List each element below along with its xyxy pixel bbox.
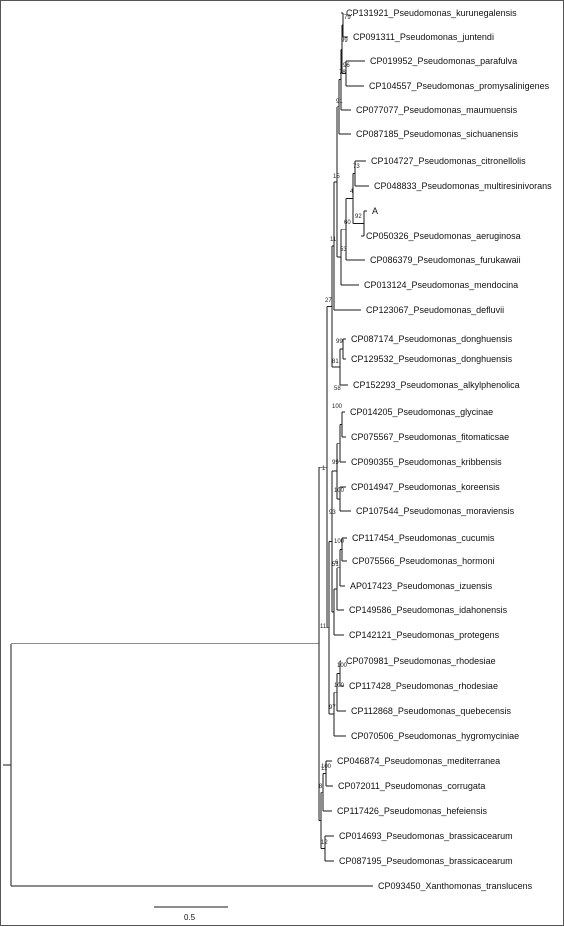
leaf-label: CP050326_Pseudomonas_aeruginosa [366,231,521,241]
support-value: 91 [336,99,343,105]
support-value: 53 [340,247,347,253]
leaf-label: CP087174_Pseudomonas_donghuensis [351,334,513,344]
leaf-label: CP087185_Pseudomonas_sichuanensis [356,129,519,139]
leaf-label: AP017423_Pseudomonas_izuensis [350,581,493,591]
leaf-label: CP086379_Pseudomonas_furukawaii [370,255,521,265]
leaf-label: CP104557_Pseudomonas_promysalinigenes [369,81,550,91]
leaf-label: CP123067_Pseudomonas_defluvii [366,305,504,315]
support-value: 8 [319,784,323,790]
support-value: 1 [322,466,326,472]
leaf-label: CP093450_Xanthomonas_translucens [378,881,533,891]
leaf-label: CP014205_Pseudomonas_glycinae [350,407,493,417]
support-values: 7999967891157349260531127998158100991009… [319,15,362,846]
scale-bar-label: 0.5 [184,913,196,922]
support-value: 100 [334,539,345,545]
leaf-label: CP014947_Pseudomonas_koreensis [351,482,500,492]
support-value: 79 [344,15,351,21]
support-value: 97 [329,705,336,711]
support-value: 78 [339,70,346,76]
leaf-label: CP090355_Pseudomonas_kribbensis [351,457,502,467]
leaf-label: CP070981_Pseudomonas_rhodesiae [346,656,496,666]
support-value: 100 [337,663,348,669]
support-value: 100 [334,488,345,494]
support-value: 99 [336,339,343,345]
support-value: 15 [333,174,340,180]
leaf-label: CP075567_Pseudomonas_fitomaticsae [351,432,509,442]
leaf-label: CP152293_Pseudomonas_alkylphenolica [353,380,520,390]
support-value: 73 [353,164,360,170]
support-value: 11 [320,624,327,630]
support-value: 6 [335,560,339,566]
support-value: 81 [332,359,339,365]
support-value: 96 [343,63,350,69]
leaf-label: CP149586_Pseudomonas_idahonensis [349,605,508,615]
leaf-label: CP104727_Pseudomonas_citronellolis [371,156,526,166]
support-value: 100 [332,404,343,410]
support-value: 93 [329,510,336,516]
leaf-label: CP077077_Pseudomonas_maumuensis [356,105,518,115]
leaf-label: CP046874_Pseudomonas_mediterranea [337,756,500,766]
leaf-label: CP117428_Pseudomonas_rhodesiae [349,681,498,691]
leaf-label: CP117426_Pseudomonas_hefeiensis [337,806,487,816]
leaf-label: A [372,206,378,216]
support-value: 51 [332,562,339,568]
leaf-label: CP129532_Pseudomonas_donghuensis [351,354,513,364]
support-value: 11 [330,237,337,243]
leaf-label: CP072011_Pseudomonas_corrugata [338,781,485,791]
support-value: 60 [344,220,351,226]
leaf-label: CP048833_Pseudomonas_multiresinivorans [374,181,552,191]
support-value: 100 [334,683,345,689]
leaf-label: CP075566_Pseudomonas_hormoni [352,556,495,566]
support-value: 12 [321,840,328,846]
support-value: 92 [355,214,362,220]
leaf-label: CP087195_Pseudomonas_brassicacearum [339,856,513,866]
leaf-label: CP112868_Pseudomonas_quebecensis [351,706,511,716]
support-value: 27 [325,298,332,304]
leaf-label: CP019952_Pseudomonas_parafulva [370,56,517,66]
support-value: 11 [321,766,328,772]
leaf-label: CP013124_Pseudomonas_mendocina [364,280,518,290]
scale-bar: 0.5 [154,906,228,922]
leaf-label: CP117454_Pseudomonas_cucumis [352,533,495,543]
leaf-label: CP014693_Pseudomonas_brassicacearum [339,831,513,841]
leaf-label: CP131921_Pseudomonas_kurunegalensis [346,8,517,18]
tree-branches [3,12,373,887]
leaf-label: CP070506_Pseudomonas_hygromyciniae [351,731,519,741]
leaf-label: CP091311_Pseudomonas_juntendi [353,32,494,42]
leaf-labels: CP131921_Pseudomonas_kurunegalensis CP091… [337,8,552,891]
leaf-label: CP107544_Pseudomonas_moraviensis [356,506,515,516]
support-value: 58 [334,386,341,392]
leaf-label: CP142121_Pseudomonas_protegens [349,630,500,640]
support-value: 99 [332,460,339,466]
support-value: 4 [350,189,354,195]
support-value: 100 [321,764,332,770]
support-value: 99 [341,38,348,44]
